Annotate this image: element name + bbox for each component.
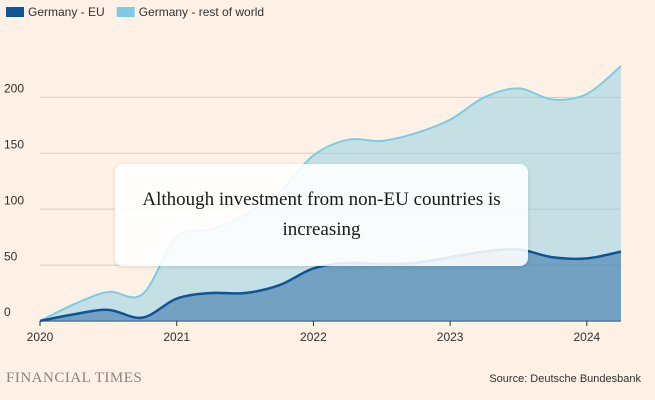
x-tick-label: 2024 xyxy=(573,330,600,344)
legend-swatch xyxy=(116,7,135,17)
legend-label: Germany - rest of world xyxy=(139,5,264,19)
x-tick-label: 2021 xyxy=(163,330,190,344)
annotation: Although investment from non-EU countrie… xyxy=(142,189,501,240)
annotation-box: Although investment from non-EU countrie… xyxy=(115,164,528,266)
series-line xyxy=(39,65,622,322)
legend-swatch xyxy=(6,7,24,17)
x-tick-label: 2022 xyxy=(300,330,327,344)
y-tick-label: 150 xyxy=(4,137,24,151)
y-tick-label: 0 xyxy=(4,305,11,319)
y-tick-label: 100 xyxy=(4,193,24,207)
x-tick-label: 2020 xyxy=(27,330,54,344)
legend-label: Germany - EU xyxy=(28,5,105,19)
x-tick-label: 2023 xyxy=(437,330,464,344)
y-tick-label: 200 xyxy=(4,81,24,95)
y-tick-label: 50 xyxy=(4,249,18,263)
source: Source: Deutsche Bundesbank xyxy=(489,373,641,385)
brand: FINANCIAL TIMES xyxy=(6,370,143,386)
area-fill xyxy=(40,249,621,321)
